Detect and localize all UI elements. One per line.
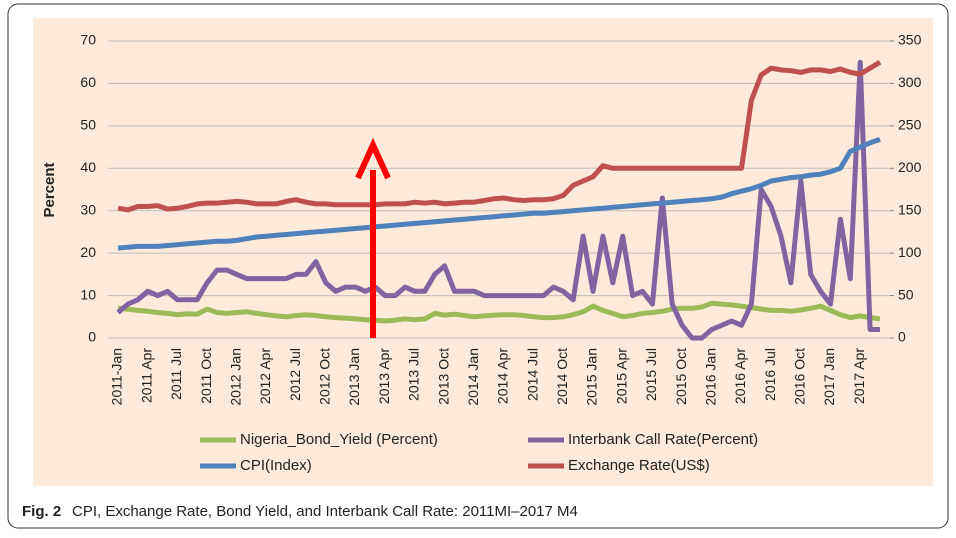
x-tick-label: 2013 Apr	[376, 348, 392, 404]
plot: 0 10 20 30 40 50 60 70 0 50 100 150 200 250 300 350 2011…	[80, 32, 921, 474]
y2-tick-label: 350	[898, 32, 922, 48]
chart-area	[33, 18, 933, 486]
x-tick-label: 2011 Apr	[138, 348, 154, 403]
x-tick-label: 2016 Oct	[792, 348, 808, 405]
x-tick-label: 2014 Jul	[524, 348, 540, 401]
x-tick-label: 2013 Oct	[435, 348, 451, 405]
y2-tick-label: 150	[898, 201, 922, 217]
y-tick-label: 20	[80, 244, 96, 260]
x-tick-label: 2014 Jan	[465, 348, 481, 406]
x-tick-label: 2016 Apr	[732, 348, 748, 404]
y2-tick-label: 100	[898, 244, 922, 260]
x-tick-label: 2012 Apr	[257, 348, 273, 404]
x-tick-label: 2014 Apr	[495, 348, 511, 404]
y2-tick-label: 50	[898, 286, 914, 302]
y-tick-label: 70	[80, 32, 96, 48]
y-tick-label: 30	[80, 201, 96, 217]
y2-tick-label: 250	[898, 117, 922, 133]
y2-tick-label: 0	[898, 329, 906, 345]
x-tick-label: 2016 Jul	[762, 348, 778, 401]
x-tick-label: 2012 Jan	[227, 348, 243, 406]
series-line	[117, 300, 881, 324]
arrow-head	[355, 137, 391, 180]
x-tick-label: 2013 Jan	[346, 348, 362, 406]
y-axis-label: Percent	[41, 162, 58, 217]
x-tick-label: 2017 Apr	[851, 348, 867, 404]
y-tick-label: 10	[80, 286, 96, 302]
x-tick-label: 2013 Jul	[406, 348, 422, 401]
y-tick-label: 60	[80, 74, 96, 90]
caption-label: Fig. 2	[22, 503, 61, 520]
x-tick-label: 2011 Oct	[198, 348, 214, 404]
x-tick-label: 2012 Jul	[287, 348, 303, 401]
x-tick-label: 2017 Jan	[821, 348, 837, 406]
caption: CPI, Exchange Rate, Bond Yield, and Inte…	[72, 503, 578, 520]
series-line	[117, 137, 881, 251]
x-tick-label: 2015 Oct	[673, 348, 689, 405]
x-tick-label: 2012 Oct	[317, 348, 333, 405]
y-tick-label: 40	[80, 159, 96, 175]
y2-tick-label: 200	[898, 159, 922, 175]
legend-label: Exchange Rate(US$)	[568, 457, 710, 474]
series-line	[116, 59, 880, 341]
x-tick-label: 2011 Jul	[168, 348, 184, 400]
legend-label: Nigeria_Bond_Yield (Percent)	[240, 431, 438, 448]
y-tick-label: 50	[80, 117, 96, 133]
x-tick-label: 2015 Jul	[643, 348, 659, 401]
x-tick-label: 2011-Jan	[109, 348, 125, 405]
series-line	[117, 60, 882, 213]
y2-tick-label: 300	[898, 74, 922, 90]
legend-label: CPI(Index)	[240, 457, 312, 474]
x-tick-label: 2016 Jan	[702, 348, 718, 406]
x-tick-label: 2015 Jan	[584, 348, 600, 406]
y-tick-label: 0	[88, 329, 96, 345]
x-tick-label: 2014 Oct	[554, 348, 570, 405]
x-tick-label: 2015 Apr	[613, 348, 629, 404]
legend-label: Interbank Call Rate(Percent)	[568, 431, 758, 448]
